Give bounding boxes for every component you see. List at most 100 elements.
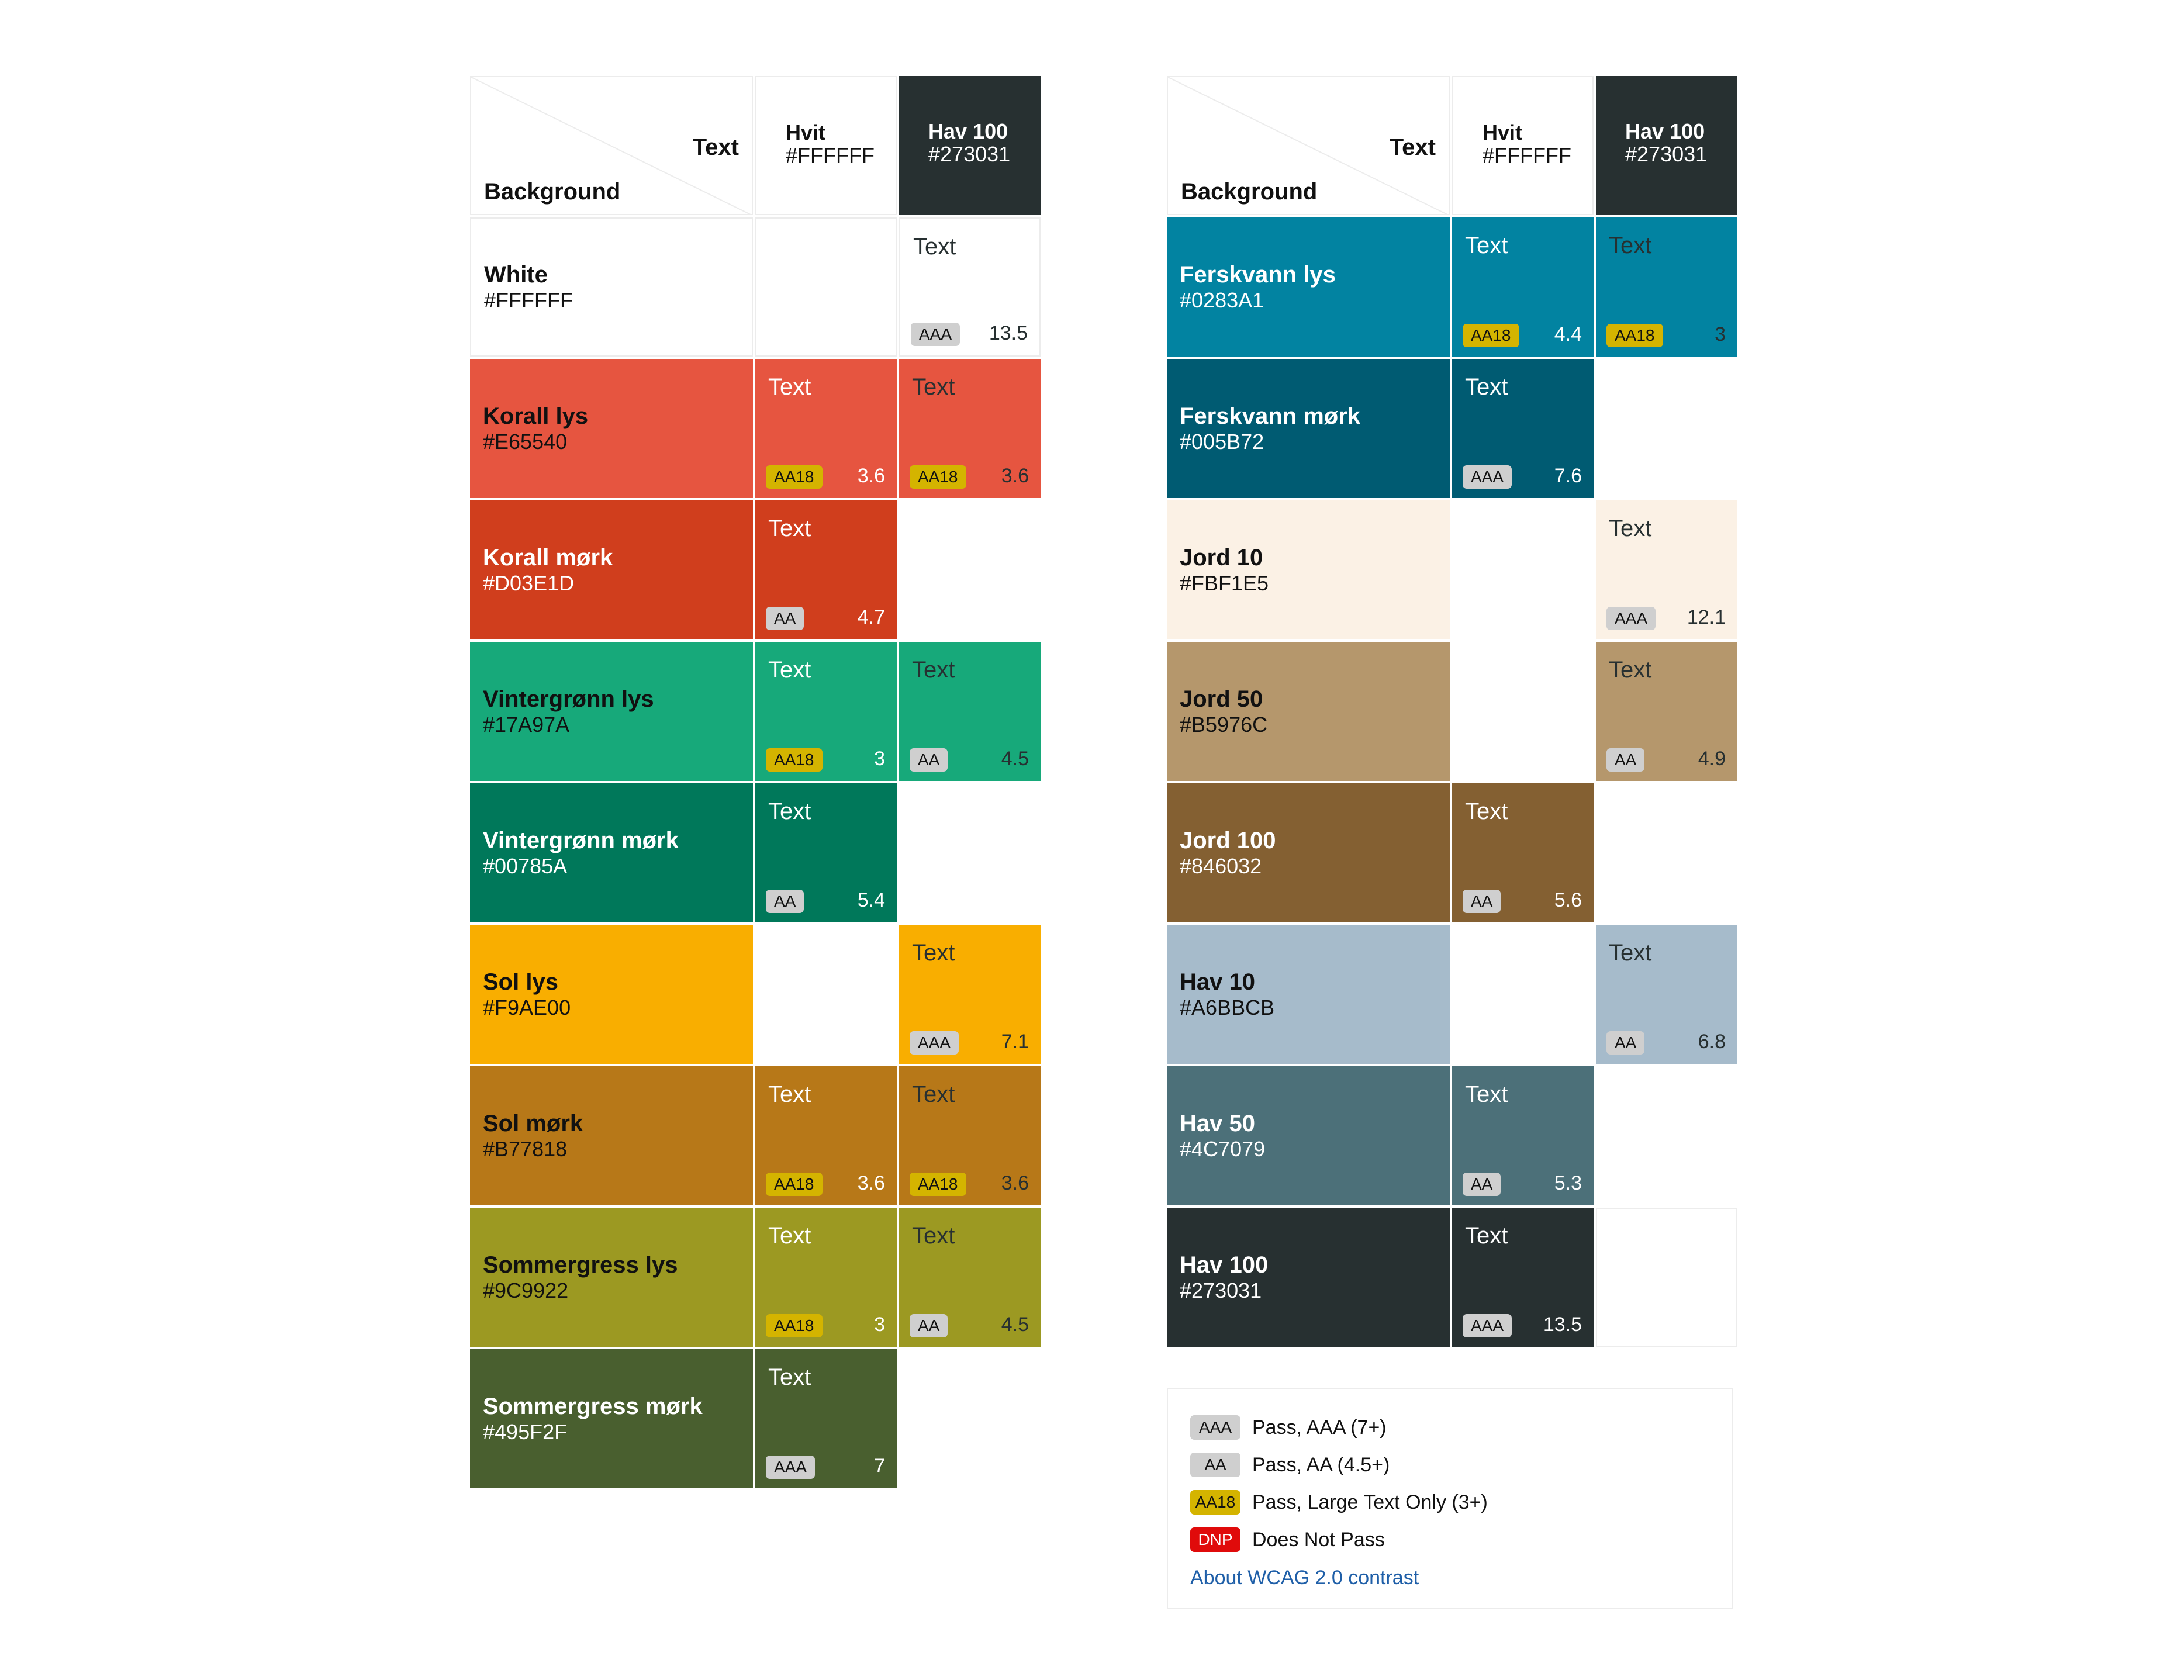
- row-header-vintergronn-mork: Vintergrønn mørk #00785A: [470, 783, 753, 922]
- row-color-name: Vintergrønn mørk: [483, 828, 679, 854]
- contrast-cell-hav-100: Text AAA 7.1: [899, 925, 1041, 1064]
- column-header-hvit: Hvit #FFFFFF: [755, 76, 897, 215]
- rating-badge: AA18: [910, 1173, 966, 1196]
- rating-badge: AA: [766, 890, 804, 913]
- contrast-ratio: 3: [874, 1313, 885, 1336]
- rating-badge: AA: [766, 607, 804, 630]
- row-header-ferskvann-lys: Ferskvann lys #0283A1: [1167, 217, 1450, 357]
- row-color-name: Ferskvann lys: [1180, 262, 1336, 288]
- column-header-hex: #FFFFFF: [786, 143, 875, 167]
- empty-cell: [1596, 1066, 1737, 1205]
- column-header-hex: #273031: [1625, 141, 1708, 166]
- rating-badge: AA: [910, 748, 948, 772]
- row-header-hav-100: Hav 100 #273031: [1167, 1208, 1450, 1347]
- contrast-cell-hvit: Text AA18 3.6: [755, 1066, 897, 1205]
- contrast-cell-hav-100: Text AA18 3: [1596, 217, 1737, 357]
- contrast-cell-hvit: Text AAA 13.5: [1452, 1208, 1594, 1347]
- contrast-cell-hvit: Text AA 5.6: [1452, 783, 1594, 922]
- sample-text: Text: [1609, 516, 1652, 541]
- sample-text: Text: [913, 234, 956, 260]
- legend-description: Does Not Pass: [1252, 1528, 1385, 1551]
- rating-badge: AA18: [766, 1173, 823, 1196]
- legend-item: AA18 Pass, Large Text Only (3+): [1190, 1484, 1732, 1521]
- row-color-name: Jord 10: [1180, 545, 1263, 571]
- contrast-cell-hvit: Text AA18 3: [755, 642, 897, 781]
- sample-text: Text: [1609, 940, 1652, 966]
- row-color-name: Sommergress lys: [483, 1252, 678, 1278]
- contrast-cell-hvit: Text AA18 3: [755, 1208, 897, 1347]
- row-color-name: White: [484, 262, 548, 288]
- rating-badge: AAA: [766, 1456, 815, 1479]
- contrast-ratio: 5.3: [1554, 1172, 1582, 1194]
- row-color-hex: #846032: [1180, 854, 1262, 879]
- rating-badge: AA18: [1463, 324, 1519, 347]
- empty-cell: [755, 925, 897, 1064]
- row-header-vintergronn-lys: Vintergrønn lys #17A97A: [470, 642, 753, 781]
- legend-item: AA Pass, AA (4.5+): [1190, 1446, 1732, 1484]
- sample-text: Text: [1465, 798, 1508, 824]
- legend-badge: AA18: [1190, 1490, 1240, 1515]
- rating-badge: AA18: [910, 465, 966, 489]
- sample-text: Text: [912, 940, 955, 966]
- wcag-contrast-link[interactable]: About WCAG 2.0 contrast: [1190, 1567, 1419, 1589]
- contrast-cell-hvit: Text AAA 7: [755, 1349, 897, 1488]
- column-header-hav-100: Hav 100 #273031: [1596, 76, 1737, 215]
- contrast-cell-hav-100: Text AA18 3.6: [899, 1066, 1041, 1205]
- contrast-ratio: 7.6: [1554, 465, 1582, 487]
- rating-badge: AA: [1463, 1173, 1501, 1196]
- legend-description: Pass, AAA (7+): [1252, 1416, 1387, 1439]
- empty-cell: [1452, 642, 1594, 781]
- row-color-name: Sol mørk: [483, 1111, 583, 1137]
- legend-description: Pass, Large Text Only (3+): [1252, 1491, 1488, 1513]
- rating-badge: AAA: [1463, 1314, 1512, 1337]
- contrast-ratio: 6.8: [1698, 1031, 1726, 1053]
- row-color-name: Sommergress mørk: [483, 1394, 703, 1420]
- column-header-hav-100: Hav 100 #273031: [899, 76, 1041, 215]
- rating-badge: AA18: [766, 748, 823, 772]
- row-header-sommergress-mork: Sommergress mørk #495F2F: [470, 1349, 753, 1488]
- legend-item: AAA Pass, AAA (7+): [1190, 1409, 1732, 1446]
- row-color-hex: #00785A: [483, 854, 568, 879]
- row-header-hav-50: Hav 50 #4C7079: [1167, 1066, 1450, 1205]
- sample-text: Text: [768, 657, 811, 683]
- row-header-ferskvann-mork: Ferskvann mørk #005B72: [1167, 359, 1450, 498]
- row-header-jord-50: Jord 50 #B5976C: [1167, 642, 1450, 781]
- rating-badge: AAA: [911, 323, 960, 346]
- contrast-ratio: 4.9: [1698, 748, 1726, 770]
- empty-cell: [1596, 1208, 1737, 1347]
- rating-badge: AA18: [766, 1314, 823, 1337]
- corner-background-label: Background: [484, 179, 621, 205]
- row-color-hex: #FBF1E5: [1180, 571, 1269, 596]
- contrast-ratio: 5.4: [857, 889, 885, 911]
- row-color-hex: #FFFFFF: [484, 288, 573, 313]
- sample-text: Text: [1465, 233, 1508, 258]
- sample-text: Text: [912, 1081, 955, 1107]
- contrast-ratio: 4.4: [1554, 323, 1582, 345]
- sample-text: Text: [1465, 1223, 1508, 1249]
- contrast-cell-hav-100: Text AA 4.9: [1596, 642, 1737, 781]
- column-header-name: Hvit: [786, 120, 826, 144]
- row-color-name: Korall lys: [483, 403, 589, 430]
- sample-text: Text: [1609, 657, 1652, 683]
- row-color-name: Sol lys: [483, 969, 558, 995]
- empty-cell: [1596, 783, 1737, 922]
- row-color-hex: #005B72: [1180, 430, 1264, 454]
- row-color-name: Jord 100: [1180, 828, 1276, 854]
- row-header-sol-mork: Sol mørk #B77818: [470, 1066, 753, 1205]
- contrast-cell-hav-100: Text AA 4.5: [899, 1208, 1041, 1347]
- corner-header-cell: Text Background: [1167, 76, 1450, 215]
- sample-text: Text: [912, 1223, 955, 1249]
- contrast-ratio: 4.5: [1001, 1313, 1029, 1336]
- contrast-ratio: 3.6: [857, 465, 885, 487]
- row-color-hex: #4C7079: [1180, 1137, 1266, 1162]
- rating-badge: AAA: [910, 1031, 959, 1055]
- row-color-hex: #D03E1D: [483, 571, 575, 596]
- rating-badge: AA18: [766, 465, 823, 489]
- rating-badge: AAA: [1463, 465, 1512, 489]
- column-header-name: Hav 100: [928, 119, 1008, 143]
- contrast-grid-left: Text Background Hvit #FFFFFF Hav 100 #273031 W…: [470, 76, 1041, 1488]
- contrast-cell-hav-100: Text AA 4.5: [899, 642, 1041, 781]
- row-header-jord-100: Jord 100 #846032: [1167, 783, 1450, 922]
- empty-cell: [899, 1349, 1041, 1488]
- row-color-name: Hav 50: [1180, 1111, 1255, 1137]
